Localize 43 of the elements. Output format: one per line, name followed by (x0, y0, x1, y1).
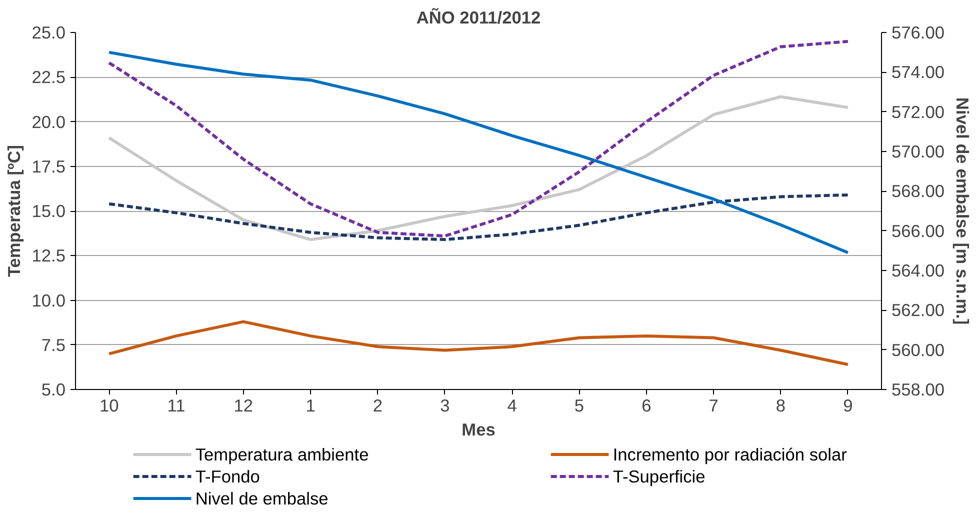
x-tick-label: 5 (574, 396, 584, 416)
y2-tick-label: 558.00 (892, 380, 944, 400)
y2-tick-label: 564.00 (892, 260, 944, 280)
legend-label: T-Superficie (612, 466, 706, 486)
y-tick-label: 22.5 (32, 67, 66, 88)
x-tick-label: 4 (507, 396, 518, 416)
x-tick-label: 8 (776, 396, 786, 416)
y-tick-label: 12.5 (32, 246, 66, 266)
y2-tick-label: 574.00 (892, 62, 944, 82)
x-tick-label: 9 (843, 396, 853, 416)
legend-label: Incremento por radiación solar (612, 444, 848, 464)
x-axis-title: Mes (462, 420, 496, 440)
x-tick-label: 7 (708, 396, 718, 416)
x-tick-label: 2 (372, 396, 383, 416)
y2-tick-label: 566.00 (892, 220, 944, 241)
y2-axis-title: Nivel de embalse [m s.n.m.] (952, 97, 972, 325)
y2-tick-label: 568.00 (892, 181, 944, 202)
legend-label: Temperatura ambiente (195, 444, 369, 464)
y-tick-label: 15.0 (32, 201, 66, 221)
y-tick-label: 20.0 (32, 112, 66, 132)
y2-tick-label: 570.00 (892, 142, 944, 162)
line-series (108, 95, 850, 242)
chart-title: AÑO 2011/2012 (416, 8, 541, 28)
x-tick-label: 10 (99, 396, 119, 416)
y-axis-title: Temperatua [ºC] (4, 144, 24, 278)
x-tick-label: 11 (167, 396, 186, 416)
y2-tick-label: 560.00 (892, 340, 944, 360)
legend-label: T-Fondo (195, 466, 260, 486)
y2-tick-label: 576.00 (892, 22, 944, 42)
x-tick-label: 3 (440, 396, 450, 416)
line-series (108, 320, 850, 366)
x-tick-label: 1 (306, 396, 316, 416)
line-series (108, 193, 850, 242)
y2-tick-label: 562.00 (892, 300, 944, 320)
x-tick-label: 12 (234, 396, 254, 416)
y2-tick-label: 572.00 (892, 102, 944, 122)
y-tick-label: 17.5 (32, 156, 66, 176)
legend-label: Nivel de embalse (195, 488, 328, 508)
y-tick-label: 25.0 (32, 22, 66, 42)
y-tick-label: 5.0 (41, 380, 66, 400)
y-tick-label: 7.5 (41, 334, 66, 355)
y-tick-label: 10.0 (32, 290, 66, 310)
x-tick-label: 6 (642, 396, 652, 416)
